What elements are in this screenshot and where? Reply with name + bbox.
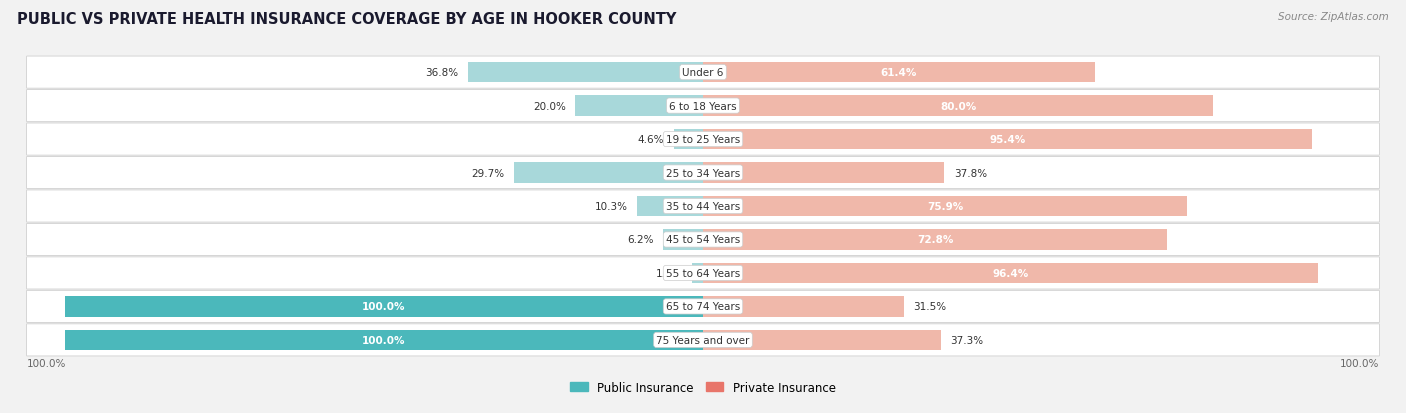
Bar: [575, 96, 703, 117]
Text: 6.2%: 6.2%: [627, 235, 654, 245]
Legend: Public Insurance, Private Insurance: Public Insurance, Private Insurance: [565, 376, 841, 399]
Bar: [673, 129, 703, 150]
FancyBboxPatch shape: [27, 57, 1379, 89]
Text: 100.0%: 100.0%: [363, 301, 406, 312]
Text: 55 to 64 Years: 55 to 64 Years: [666, 268, 740, 278]
Bar: [703, 63, 1095, 83]
Bar: [65, 330, 703, 350]
Bar: [664, 230, 703, 250]
Text: 100.0%: 100.0%: [363, 335, 406, 345]
Text: 37.8%: 37.8%: [953, 168, 987, 178]
Bar: [703, 163, 945, 183]
Bar: [703, 263, 1317, 284]
Text: 20.0%: 20.0%: [533, 101, 565, 112]
Bar: [513, 163, 703, 183]
FancyBboxPatch shape: [27, 324, 1379, 356]
Bar: [468, 63, 703, 83]
Text: 80.0%: 80.0%: [941, 101, 976, 112]
Bar: [703, 96, 1213, 117]
Text: 65 to 74 Years: 65 to 74 Years: [666, 301, 740, 312]
FancyBboxPatch shape: [27, 224, 1379, 256]
Text: 10.3%: 10.3%: [595, 202, 627, 211]
FancyBboxPatch shape: [27, 257, 1379, 290]
FancyBboxPatch shape: [27, 190, 1379, 223]
Text: 29.7%: 29.7%: [471, 168, 503, 178]
Text: 75 Years and over: 75 Years and over: [657, 335, 749, 345]
FancyBboxPatch shape: [27, 291, 1379, 323]
Text: Source: ZipAtlas.com: Source: ZipAtlas.com: [1278, 12, 1389, 22]
Bar: [703, 330, 941, 350]
FancyBboxPatch shape: [27, 90, 1379, 122]
Text: 1.8%: 1.8%: [655, 268, 682, 278]
Text: 35 to 44 Years: 35 to 44 Years: [666, 202, 740, 211]
FancyBboxPatch shape: [27, 123, 1379, 156]
Text: 95.4%: 95.4%: [990, 135, 1025, 145]
FancyBboxPatch shape: [27, 157, 1379, 189]
Text: 45 to 54 Years: 45 to 54 Years: [666, 235, 740, 245]
Text: 100.0%: 100.0%: [1340, 358, 1379, 368]
Text: 100.0%: 100.0%: [27, 358, 66, 368]
Text: 4.6%: 4.6%: [637, 135, 664, 145]
Bar: [703, 230, 1167, 250]
Text: 96.4%: 96.4%: [993, 268, 1029, 278]
Text: 25 to 34 Years: 25 to 34 Years: [666, 168, 740, 178]
Bar: [703, 129, 1312, 150]
Text: 75.9%: 75.9%: [927, 202, 963, 211]
Text: 19 to 25 Years: 19 to 25 Years: [666, 135, 740, 145]
Bar: [703, 196, 1187, 217]
Text: 6 to 18 Years: 6 to 18 Years: [669, 101, 737, 112]
Text: 61.4%: 61.4%: [880, 68, 917, 78]
Text: PUBLIC VS PRIVATE HEALTH INSURANCE COVERAGE BY AGE IN HOOKER COUNTY: PUBLIC VS PRIVATE HEALTH INSURANCE COVER…: [17, 12, 676, 27]
Text: 36.8%: 36.8%: [426, 68, 458, 78]
Text: 37.3%: 37.3%: [950, 335, 984, 345]
Bar: [637, 196, 703, 217]
Text: Under 6: Under 6: [682, 68, 724, 78]
Text: 31.5%: 31.5%: [914, 301, 946, 312]
Bar: [65, 296, 703, 317]
Bar: [703, 296, 904, 317]
Bar: [692, 263, 703, 284]
Text: 72.8%: 72.8%: [917, 235, 953, 245]
